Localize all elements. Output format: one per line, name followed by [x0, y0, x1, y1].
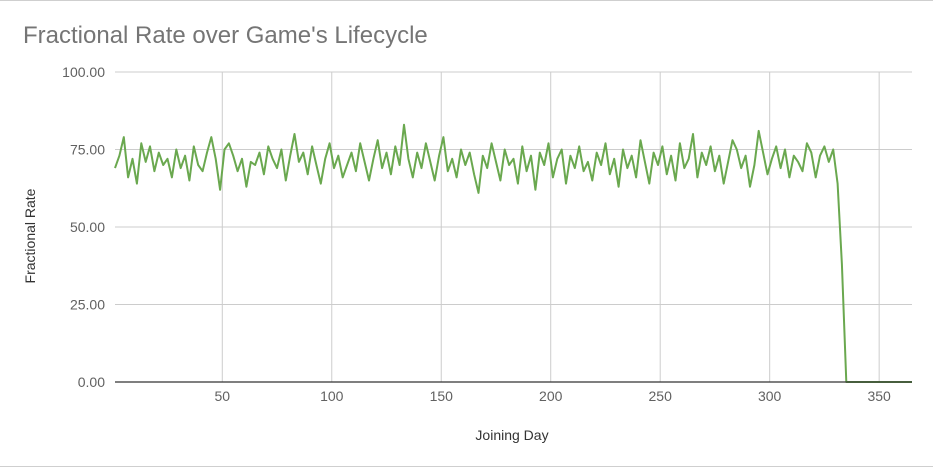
x-tick-label: 200 [539, 388, 563, 404]
x-tick-labels: 50 100 150 200 250 300 350 [214, 388, 891, 404]
y-tick-label: 75.00 [70, 142, 105, 158]
y-tick-label: 25.00 [70, 297, 105, 313]
y-tick-labels: 0.00 25.00 50.00 75.00 100.00 [62, 64, 105, 390]
x-tick-label: 100 [320, 388, 344, 404]
chart-title: Fractional Rate over Game's Lifecycle [23, 22, 428, 49]
x-tick-label: 350 [867, 388, 891, 404]
x-tick-label: 250 [649, 388, 673, 404]
x-tick-label: 300 [758, 388, 782, 404]
y-tick-label: 100.00 [62, 64, 105, 80]
x-tick-label: 150 [430, 388, 454, 404]
x-axis-title: Joining Day [475, 427, 548, 443]
x-tick-label: 50 [214, 388, 230, 404]
series-line [114, 123, 912, 383]
y-axis-title: Fractional Rate [22, 188, 38, 283]
y-tick-label: 0.00 [78, 374, 105, 390]
gridlines [115, 71, 912, 382]
y-tick-label: 50.00 [70, 219, 105, 235]
